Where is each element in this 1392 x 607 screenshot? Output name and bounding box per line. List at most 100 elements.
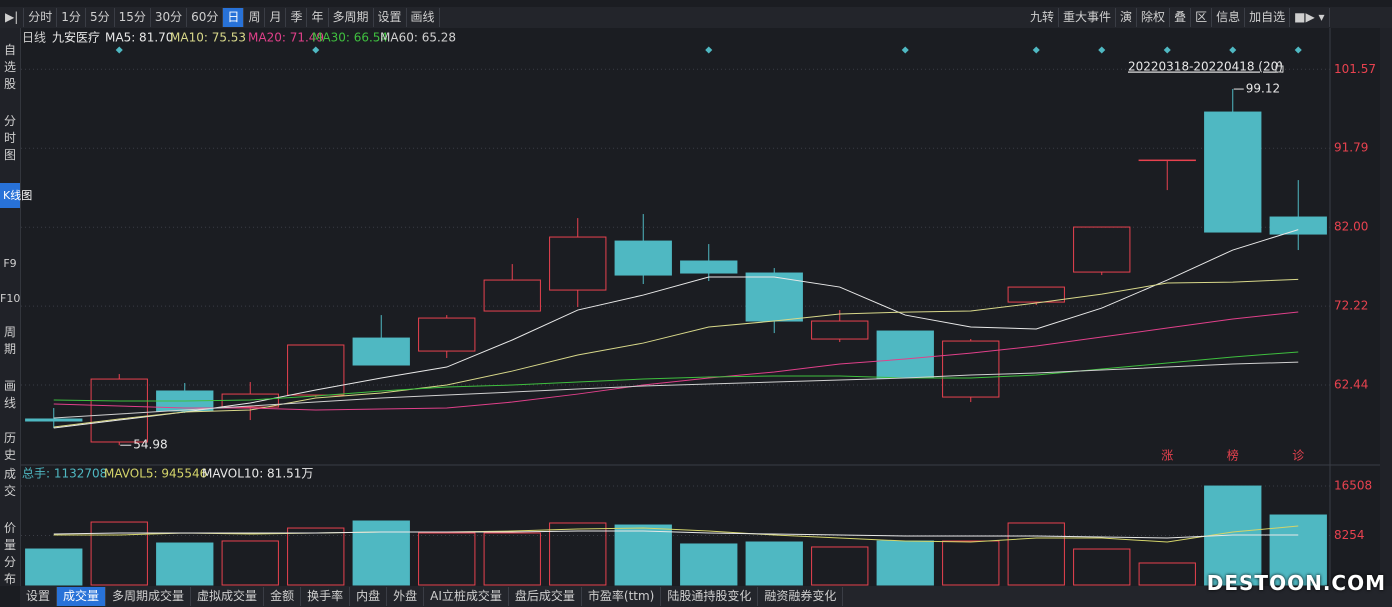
indicator-tab[interactable]: 换手率 [301,587,351,606]
tool-button[interactable]: 信息 [1212,8,1246,27]
candle-body [90,378,148,443]
ma-line [53,311,1299,411]
volume-bar [1007,522,1065,586]
indicator-tab[interactable]: 设置 [20,587,58,606]
period-button[interactable]: 月 [265,8,287,27]
volume-bar [680,543,738,586]
tool-button[interactable]: 加自选 [1245,8,1291,27]
period-button[interactable]: 1分 [57,8,86,27]
legend-entry: MA30: 66.54 [312,31,388,45]
period-label: 20220318-20220418 (20) [1128,60,1283,74]
ma-line [53,229,1299,429]
volume-bar [876,540,934,586]
indicator-tab[interactable]: 成交量 [57,587,107,606]
plot-bg [21,28,1330,586]
sidebar-item[interactable]: 成交 [3,467,16,498]
tool-button[interactable]: 除权 [1137,8,1171,27]
collapse-button[interactable]: ▶| [0,8,25,27]
period-button[interactable]: 设置 [374,8,407,27]
candle-body [1138,159,1196,162]
sidebar-item[interactable]: 价量分布 [3,521,16,586]
sidebar-item[interactable]: 画线 [3,379,16,410]
period-button[interactable]: 周 [244,8,266,27]
y-tick-label: 91.79 [1334,141,1368,155]
sidebar-item[interactable]: K线图 [0,183,32,208]
legend-entry: MAVOL5: 945546 [104,467,207,481]
event-marker [705,46,713,54]
candle-body [25,418,83,422]
volume-bar [287,527,345,586]
volume-bar [90,521,148,586]
candle-body [614,240,672,276]
sidebar-item[interactable]: F10 [0,292,21,305]
period-button[interactable]: 30分 [151,8,188,27]
indicator-tab[interactable]: AI立桩成交量 [424,587,509,606]
legend-entry: MA10: 75.53 [170,31,246,45]
tool-button[interactable]: 重大事件 [1059,8,1117,27]
volume-bar [156,542,214,586]
candle-body [1007,286,1065,303]
legend-entry: MA5: 81.70 [105,31,173,45]
lock-icon [1277,61,1282,66]
sidebar-item[interactable]: F9 [3,257,17,270]
mavol-line [53,530,1299,539]
tool-button[interactable]: 九转 [1026,8,1060,27]
y-tick-label: 82.00 [1334,220,1368,234]
period-button[interactable]: 5分 [86,8,115,27]
watermark: DESTOON.COM [1206,571,1386,595]
ma-line [53,361,1299,419]
volume-bar [549,522,607,586]
sidebar: 自选股分时图 K线图 F9 F10 周期画线历史成交价量分布 [0,28,32,586]
indicator-tab[interactable]: 虚拟成交量 [191,587,265,606]
annotation: 榜 [1227,448,1239,463]
sidebar-item[interactable]: 分时图 [3,114,16,162]
y-tick-label: 62.44 [1334,378,1368,392]
period-button[interactable]: 60分 [187,8,224,27]
candle-body [942,340,1000,398]
period-button[interactable]: 15分 [115,8,151,27]
indicator-tab[interactable]: 内盘 [350,587,388,606]
menu-icons[interactable]: ■▶ ▾ [1290,8,1330,27]
tool-button[interactable]: 演 [1116,8,1138,27]
candle-body [1204,111,1262,233]
event-marker [312,46,320,54]
sidebar-item[interactable]: 周期 [3,325,16,356]
tool-button[interactable]: 区 [1191,8,1213,27]
lock-icon [1275,65,1284,73]
annotation: 涨 [1161,448,1173,463]
period-button[interactable]: 季 [286,8,308,27]
volume-bar [1138,562,1196,586]
indicator-tab[interactable]: 多周期成交量 [106,587,192,606]
volume-title: 总手: 1132708 [22,467,107,481]
volume-bar [221,540,279,586]
indicator-tab[interactable]: 外盘 [387,587,425,606]
indicator-tab[interactable]: 盘后成交量 [509,587,582,606]
period-button[interactable]: 日 [223,8,245,27]
tool-button[interactable]: 叠 [1170,8,1192,27]
candle-body [352,337,410,366]
period-button[interactable]: 年 [307,8,329,27]
candle-body [549,236,607,291]
volume-bar [942,540,1000,586]
y-tick-label: 101.57 [1334,62,1376,76]
candle-body [483,279,541,312]
period-button[interactable]: 画线 [407,8,440,27]
candle-body [1269,216,1327,235]
period-button[interactable]: 多周期 [329,8,374,27]
indicator-tab[interactable]: 市盈率(ttm) [582,587,662,606]
sidebar-item[interactable]: 自选股 [3,43,16,91]
indicator-tab[interactable]: 陆股通持股变化 [661,587,759,606]
sidebar-item[interactable]: 历史 [3,431,16,462]
volume-bar [418,532,476,586]
volume-bar [1269,514,1327,586]
mavol-line [53,525,1299,543]
volume-bar [25,548,83,586]
legend-entry: MA20: 71.49 [248,31,324,45]
indicator-tab[interactable]: 金额 [264,587,302,606]
indicator-tab[interactable]: 融资融券变化 [758,587,844,606]
candle-body [680,260,738,274]
period-buttons: 分时 1分 5分 15分 30分 60分日周月季年多周期 设置 画线 [24,8,440,27]
period-button[interactable]: 分时 [24,8,58,27]
